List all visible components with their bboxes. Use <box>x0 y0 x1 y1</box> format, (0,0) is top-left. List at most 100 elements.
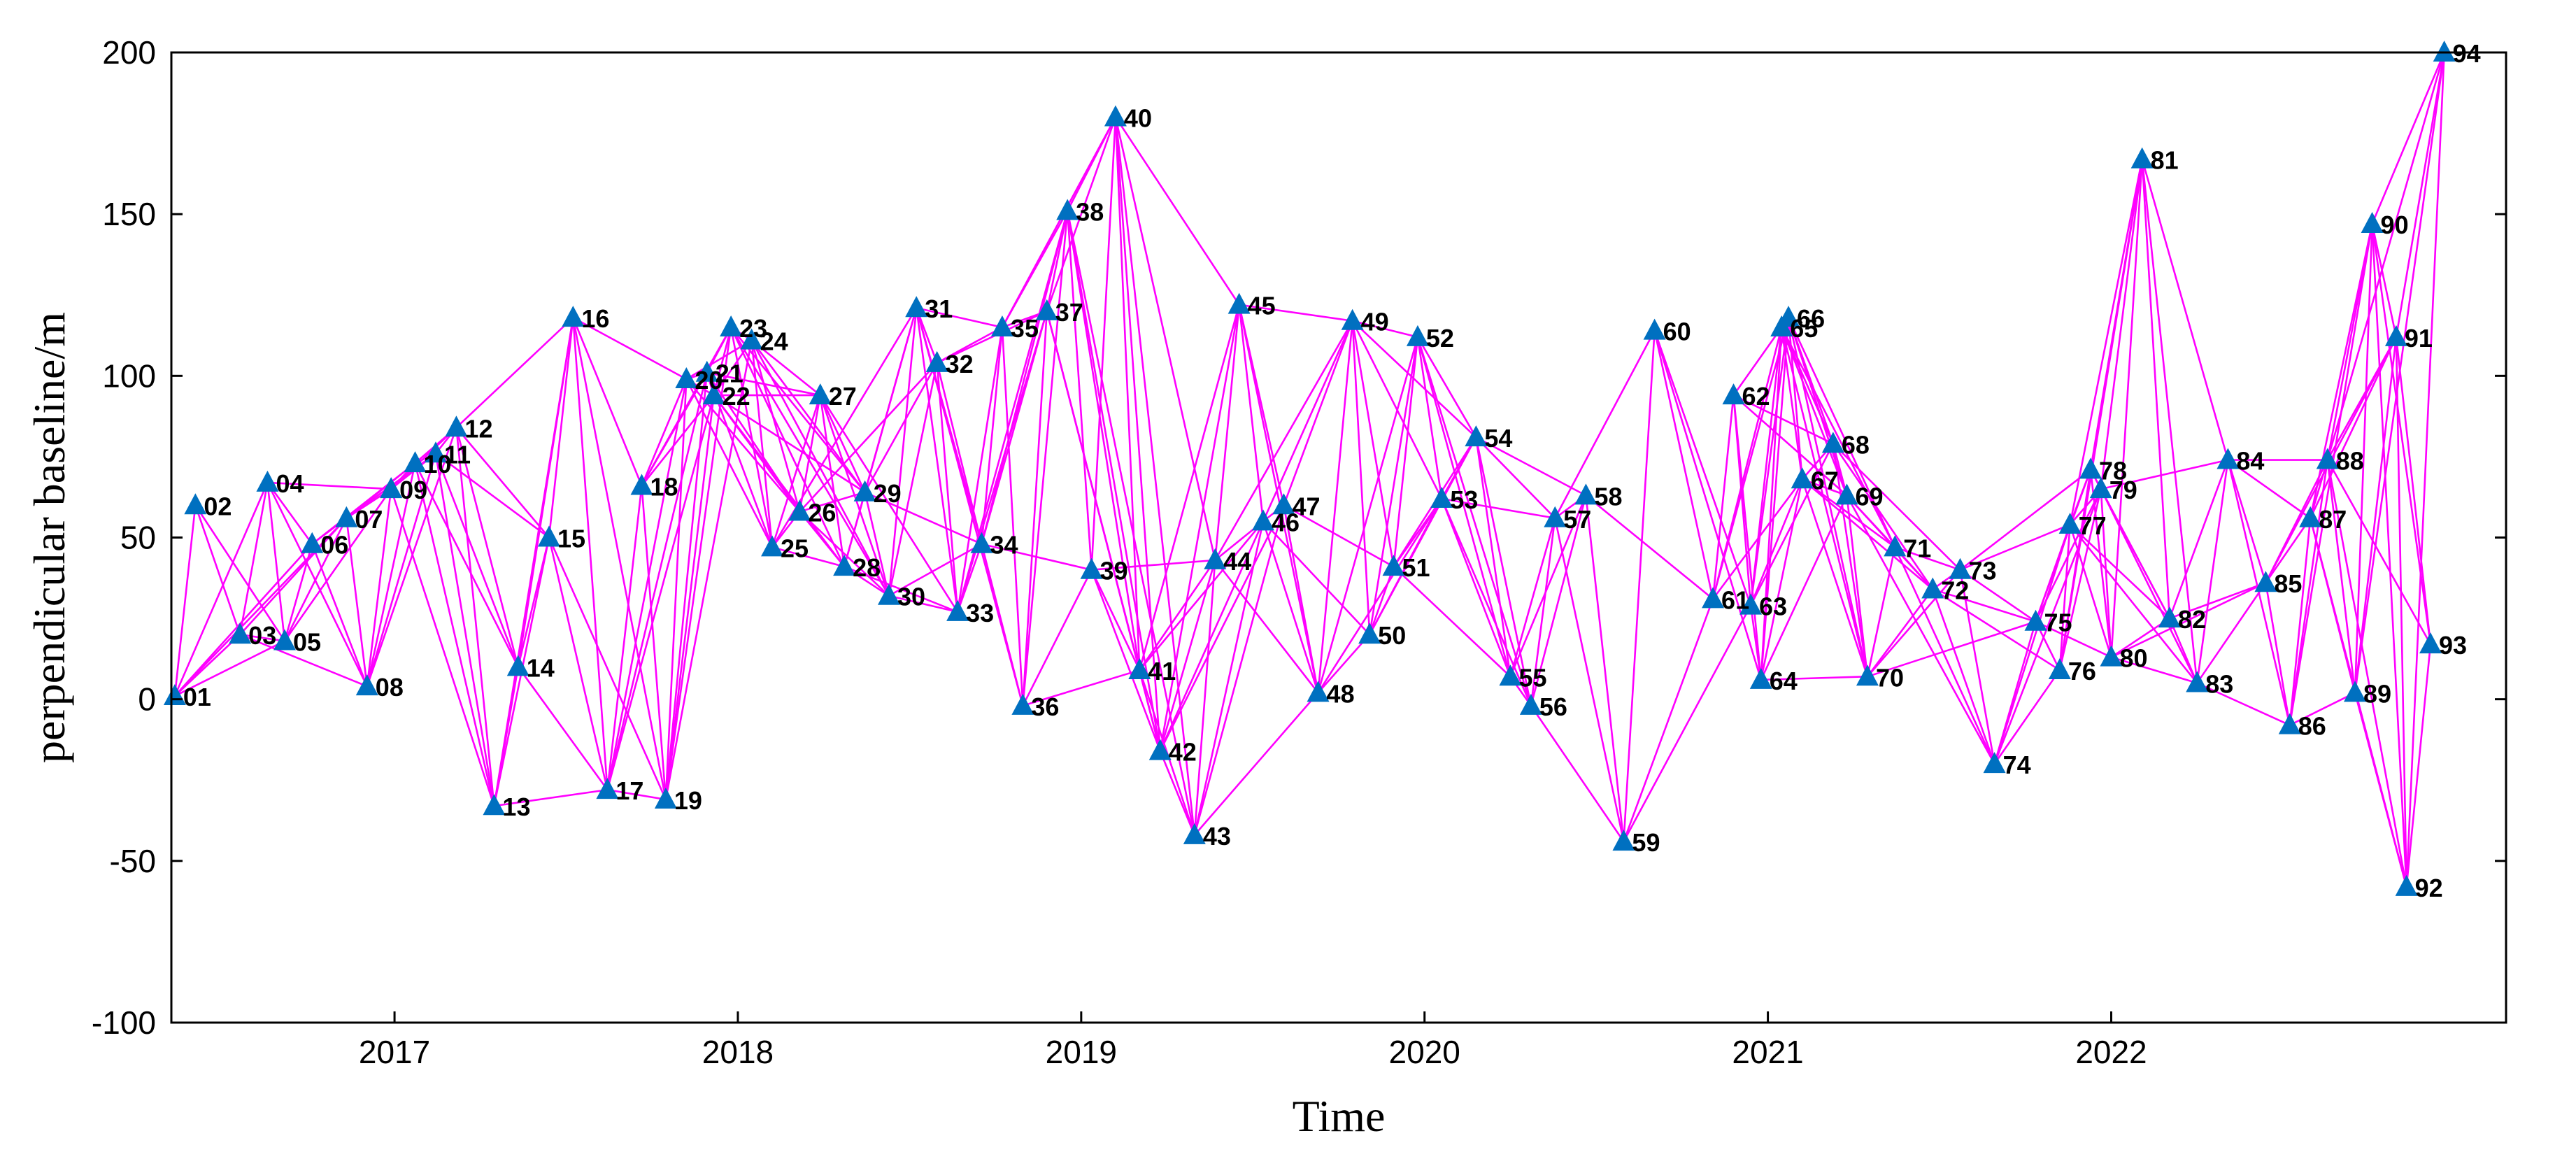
point-label-85: 85 <box>2274 569 2302 598</box>
connection-05-07 <box>283 518 348 642</box>
connection-72-76 <box>1932 588 2061 671</box>
point-marker-42 <box>1148 739 1172 760</box>
point-label-10: 10 <box>424 450 452 478</box>
connection-42-43 <box>1159 751 1196 836</box>
connection-43-46 <box>1193 521 1265 836</box>
connection-03-05 <box>239 633 285 642</box>
connection-04-05 <box>266 482 286 641</box>
connection-74-77 <box>1993 524 2071 765</box>
point-label-19: 19 <box>674 786 702 815</box>
connection-73-78 <box>1959 469 2091 571</box>
point-marker-63 <box>1739 593 1763 615</box>
connection-03-07 <box>239 517 348 636</box>
point-label-65: 65 <box>1790 314 1818 343</box>
point-marker-28 <box>833 555 856 576</box>
point-label-03: 03 <box>248 621 276 650</box>
connection-15-19 <box>548 536 667 800</box>
connection-84-86 <box>2227 460 2291 725</box>
connection-75-80 <box>2035 620 2112 658</box>
point-label-45: 45 <box>1248 292 1276 320</box>
point-label-90: 90 <box>2381 211 2409 239</box>
point-marker-47 <box>1272 493 1295 515</box>
connection-50-52 <box>1368 336 1419 635</box>
point-label-46: 46 <box>1272 508 1300 536</box>
connection-57-59 <box>1553 518 1625 842</box>
point-marker-86 <box>2278 713 2301 734</box>
point-label-44: 44 <box>1223 547 1251 576</box>
connection-37-38 <box>1046 211 1069 312</box>
point-marker-81 <box>2130 147 2154 169</box>
connection-78-80 <box>2089 469 2112 657</box>
connection-54-58 <box>1475 436 1587 497</box>
point-label-30: 30 <box>897 583 925 611</box>
point-marker-54 <box>1465 425 1488 447</box>
connection-85-87 <box>2265 518 2312 583</box>
connection-13-17 <box>494 788 608 807</box>
connection-60-61 <box>1653 330 1714 599</box>
connection-04-09 <box>267 481 392 490</box>
connection-22-24 <box>713 339 753 396</box>
connection-82-85 <box>2169 582 2266 620</box>
connection-76-77 <box>2058 524 2071 671</box>
point-marker-90 <box>2361 212 2384 234</box>
connection-11-15 <box>435 453 550 539</box>
point-marker-38 <box>1056 199 1079 220</box>
point-marker-46 <box>1252 509 1275 531</box>
x-tick-label-2022: 2022 <box>2075 1034 2147 1070</box>
point-marker-55 <box>1499 664 1522 686</box>
connection-71-74 <box>1894 546 1995 765</box>
connection-32-34 <box>936 362 983 545</box>
connection-16-20 <box>572 316 687 381</box>
point-label-25: 25 <box>781 534 809 562</box>
point-marker-33 <box>946 599 969 621</box>
point-marker-66 <box>1777 306 1800 327</box>
connection-52-56 <box>1416 336 1532 706</box>
point-marker-53 <box>1430 487 1453 509</box>
point-label-12: 12 <box>464 414 492 443</box>
connection-08-09 <box>366 488 392 687</box>
connection-19-20 <box>664 378 688 800</box>
connection-86-87 <box>2289 518 2312 725</box>
connection-46-49 <box>1262 320 1353 522</box>
point-label-20: 20 <box>695 366 723 394</box>
point-marker-43 <box>1183 823 1206 844</box>
connection-45-48 <box>1238 304 1319 693</box>
point-label-16: 16 <box>581 304 609 333</box>
connection-63-64 <box>1749 605 1763 681</box>
point-marker-37 <box>1035 299 1058 320</box>
connection-27-28 <box>819 394 846 567</box>
point-label-28: 28 <box>853 553 881 582</box>
connection-30-31 <box>888 308 918 596</box>
point-marker-67 <box>1791 467 1814 489</box>
point-label-62: 62 <box>1742 382 1770 411</box>
point-label-80: 80 <box>2119 644 2147 673</box>
connection-64-69 <box>1760 495 1848 681</box>
connection-01-05 <box>174 640 285 697</box>
connection-17-22 <box>606 394 715 790</box>
connection-11-14 <box>434 453 520 667</box>
connection-77-80 <box>2069 524 2112 657</box>
point-marker-22 <box>702 383 725 405</box>
point-marker-85 <box>2254 571 2277 592</box>
connection-70-75 <box>1867 620 2036 678</box>
point-marker-52 <box>1406 325 1429 346</box>
connection-43-44 <box>1193 560 1216 835</box>
connection-89-92 <box>2354 692 2407 888</box>
connection-32-37 <box>937 310 1048 364</box>
connection-12-15 <box>455 427 550 539</box>
point-marker-44 <box>1204 548 1227 569</box>
connection-14-16 <box>517 317 574 667</box>
point-label-69: 69 <box>1856 482 1884 511</box>
point-marker-18 <box>630 474 653 495</box>
connection-42-46 <box>1159 520 1265 752</box>
connection-60-63 <box>1653 330 1752 606</box>
point-label-09: 09 <box>399 476 427 504</box>
connection-62-69 <box>1732 394 1848 497</box>
connection-44-45 <box>1214 304 1240 560</box>
x-tick-label-2017: 2017 <box>359 1034 430 1070</box>
connection-22-23 <box>713 327 732 396</box>
point-marker-84 <box>2216 448 2240 469</box>
connection-29-32 <box>864 362 938 493</box>
